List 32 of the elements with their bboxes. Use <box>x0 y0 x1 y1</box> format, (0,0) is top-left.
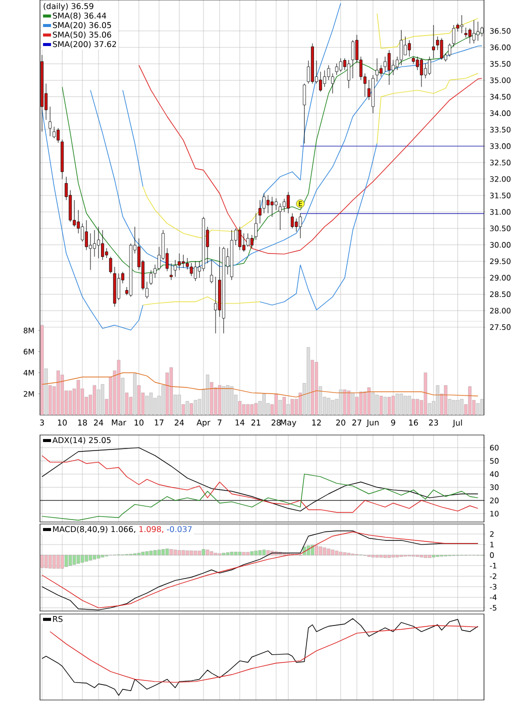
legend-label: SMA(8) 36.44 <box>52 12 106 20</box>
legend-label: SMA(20) 36.05 <box>52 22 111 30</box>
x-tick-label: 17 <box>154 420 164 426</box>
x-tick-label: 24 <box>174 420 184 426</box>
x-tick-label: 10 <box>134 420 144 426</box>
x-tick-label: 21 <box>251 420 260 426</box>
x-tick-label: 16 <box>409 420 418 426</box>
x-tick-label: 7 <box>218 420 222 426</box>
x-tick-label: 12 <box>312 420 321 426</box>
x-tick-label: Mar <box>112 420 126 426</box>
legend-label: ADX(14) 25.05 <box>52 436 111 444</box>
x-tick-label: 27 <box>352 420 362 426</box>
x-tick-label: 24 <box>94 420 104 426</box>
legend-label: SMA(200) 37.62 <box>52 40 116 48</box>
x-tick-label: 23 <box>429 420 438 426</box>
text: 1.098, <box>139 526 164 533</box>
x-tick-label: 3 <box>40 420 44 426</box>
chart-title: (daily) 36.59 <box>44 2 94 11</box>
x-tick-label: Jul <box>452 420 462 428</box>
x-tick-label: 28 <box>272 420 281 426</box>
x-tick-label: 10 <box>58 420 67 426</box>
annotation: -0.037 <box>166 526 192 532</box>
legend-label: RS <box>53 616 63 622</box>
legend-label: MACD(8,40,9) 1.066, <box>53 526 136 534</box>
x-tick-label: Apr <box>196 420 210 428</box>
x-tick-label: May <box>280 420 296 428</box>
x-tick-label: 9 <box>391 420 396 426</box>
legend-label: SMA(50) 35.06 <box>52 31 112 39</box>
x-tick-label: 18 <box>78 420 87 426</box>
x-tick-label: 20 <box>336 420 346 426</box>
x-tick-label: Jun <box>366 420 379 427</box>
x-tick-label: 14 <box>236 420 244 426</box>
